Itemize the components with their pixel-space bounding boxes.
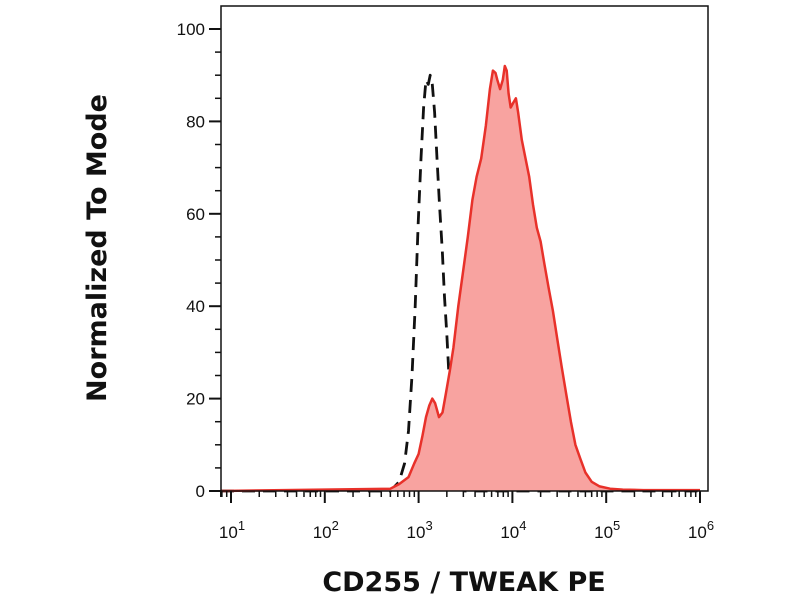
y-tick-label: 60 [186, 205, 205, 224]
x-tick-label: 102 [313, 518, 339, 542]
x-axis-title: CD255 / TWEAK PE [322, 567, 605, 598]
series-filled-outline [220, 64, 700, 493]
y-tick-label: 20 [186, 390, 205, 409]
plot-area [220, 64, 700, 493]
y-axis-title: Normalized To Mode [82, 94, 113, 402]
y-tick-label: 80 [186, 112, 205, 131]
y-tick-label: 0 [196, 482, 205, 501]
x-tick-label: 101 [219, 518, 245, 542]
plot-frame [220, 5, 709, 492]
x-tick-label: 105 [594, 518, 620, 542]
series-fill-area [221, 66, 700, 491]
x-axis-ticks: 101 102 103 104 105 106 [219, 491, 714, 542]
x-tick-label: 103 [407, 518, 433, 542]
y-axis-ticks: 0 20 40 60 80 100 [177, 20, 221, 501]
x-tick-label: 104 [500, 518, 526, 542]
axes [220, 5, 709, 492]
y-tick-label: 40 [186, 297, 205, 316]
y-tick-label: 100 [177, 20, 205, 39]
x-tick-label: 106 [688, 518, 714, 542]
